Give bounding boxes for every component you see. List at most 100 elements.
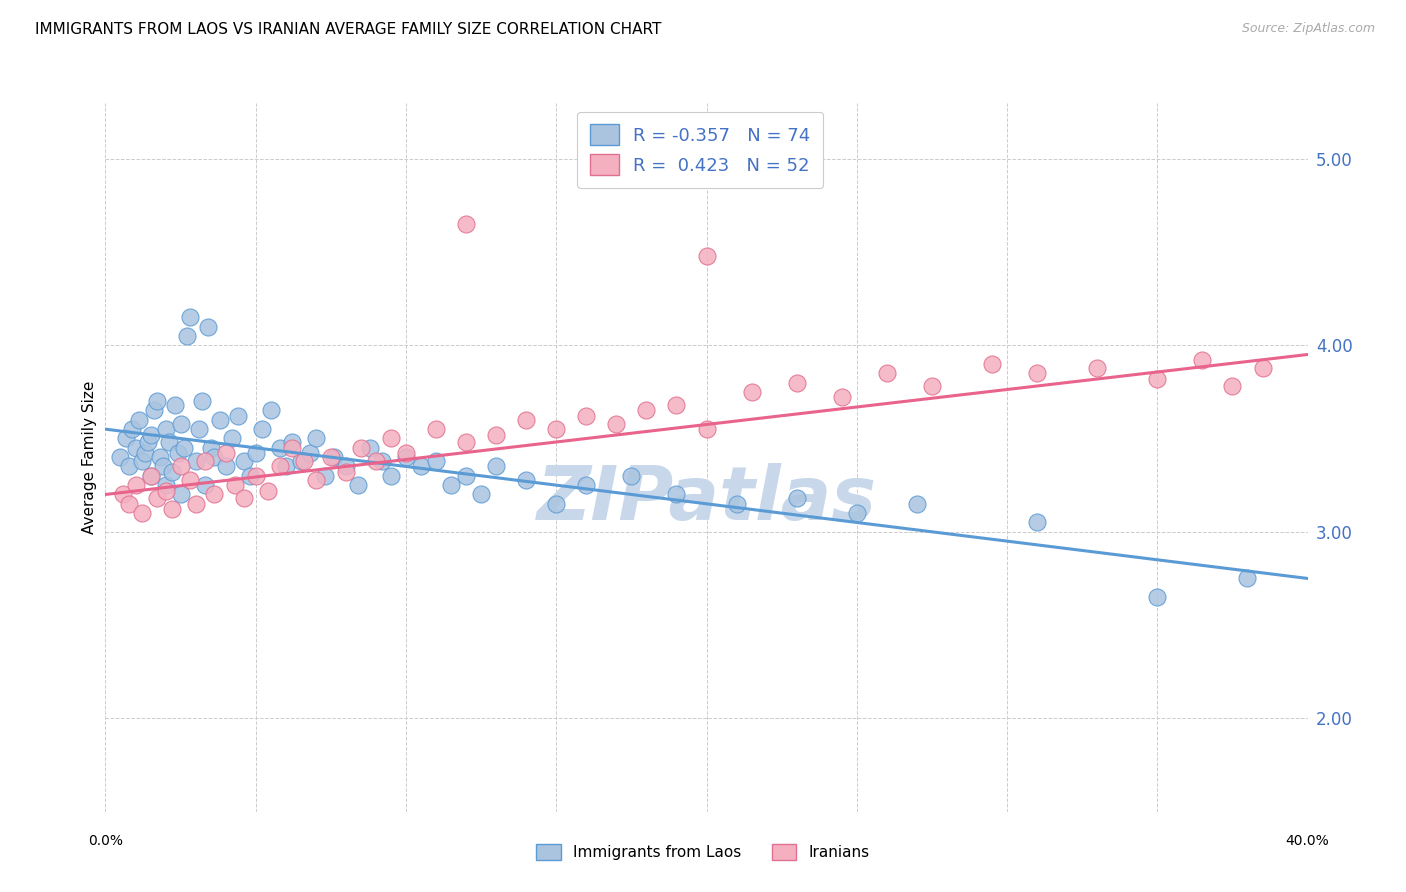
Point <box>118 497 141 511</box>
Point <box>335 465 357 479</box>
Point <box>1146 590 1168 604</box>
Point <box>786 491 808 506</box>
Y-axis label: Average Family Size: Average Family Size <box>82 381 97 533</box>
Text: Source: ZipAtlas.com: Source: ZipAtlas.com <box>1241 22 1375 36</box>
Point <box>131 454 153 468</box>
Point <box>515 473 537 487</box>
Point <box>239 468 262 483</box>
Point <box>831 391 853 405</box>
Legend: R = -0.357   N = 74, R =  0.423   N = 52: R = -0.357 N = 74, R = 0.423 N = 52 <box>578 112 823 187</box>
Text: 40.0%: 40.0% <box>1285 834 1330 848</box>
Point <box>905 497 928 511</box>
Point <box>292 454 315 468</box>
Legend: Immigrants from Laos, Iranians: Immigrants from Laos, Iranians <box>530 838 876 866</box>
Point <box>124 478 146 492</box>
Point <box>364 454 387 468</box>
Point <box>148 450 170 465</box>
Point <box>184 497 207 511</box>
Point <box>245 468 267 483</box>
Point <box>281 441 304 455</box>
Point <box>184 454 207 468</box>
Point <box>200 441 222 455</box>
Point <box>485 459 508 474</box>
Point <box>786 376 808 390</box>
Point <box>1085 360 1108 375</box>
Point <box>605 417 627 431</box>
Point <box>214 446 236 460</box>
Point <box>155 478 177 492</box>
Point <box>118 459 141 474</box>
Point <box>131 506 153 520</box>
Point <box>380 468 402 483</box>
Point <box>169 417 191 431</box>
Point <box>485 427 508 442</box>
Point <box>232 454 254 468</box>
Point <box>136 435 159 450</box>
Point <box>546 497 568 511</box>
Point <box>1026 516 1049 530</box>
Point <box>371 454 394 468</box>
Point <box>876 366 898 380</box>
Point <box>322 450 344 465</box>
Text: 0.0%: 0.0% <box>89 834 122 848</box>
Point <box>409 459 432 474</box>
Point <box>921 379 943 393</box>
Point <box>256 483 278 498</box>
Point <box>112 487 135 501</box>
Point <box>425 454 447 468</box>
Point <box>395 450 418 465</box>
Point <box>128 413 150 427</box>
Point <box>1251 360 1274 375</box>
Point <box>202 450 225 465</box>
Point <box>281 435 304 450</box>
Point <box>179 473 201 487</box>
Point <box>160 465 183 479</box>
Point <box>155 483 177 498</box>
Point <box>845 506 868 520</box>
Point <box>546 422 568 436</box>
Point <box>250 422 273 436</box>
Point <box>260 403 283 417</box>
Point <box>208 413 231 427</box>
Point <box>169 487 191 501</box>
Point <box>350 441 373 455</box>
Point <box>305 432 328 446</box>
Point <box>190 394 212 409</box>
Point <box>197 319 219 334</box>
Point <box>226 409 249 423</box>
Point <box>741 384 763 399</box>
Point <box>1191 353 1213 368</box>
Point <box>454 435 477 450</box>
Point <box>305 473 328 487</box>
Point <box>620 468 643 483</box>
Point <box>395 446 418 460</box>
Point <box>187 422 209 436</box>
Point <box>440 478 463 492</box>
Point <box>166 446 188 460</box>
Point <box>202 487 225 501</box>
Point <box>155 422 177 436</box>
Point <box>173 441 195 455</box>
Point <box>145 394 167 409</box>
Point <box>152 459 174 474</box>
Point <box>139 468 162 483</box>
Point <box>454 468 477 483</box>
Point <box>470 487 492 501</box>
Point <box>1146 372 1168 386</box>
Point <box>665 398 688 412</box>
Point <box>221 432 243 446</box>
Point <box>121 422 143 436</box>
Point <box>145 491 167 506</box>
Point <box>314 468 336 483</box>
Point <box>269 441 291 455</box>
Point <box>665 487 688 501</box>
Point <box>425 422 447 436</box>
Point <box>1222 379 1244 393</box>
Point <box>139 427 162 442</box>
Point <box>124 441 146 455</box>
Point <box>575 409 598 423</box>
Point <box>347 478 370 492</box>
Point <box>319 450 342 465</box>
Point <box>245 446 267 460</box>
Point <box>575 478 598 492</box>
